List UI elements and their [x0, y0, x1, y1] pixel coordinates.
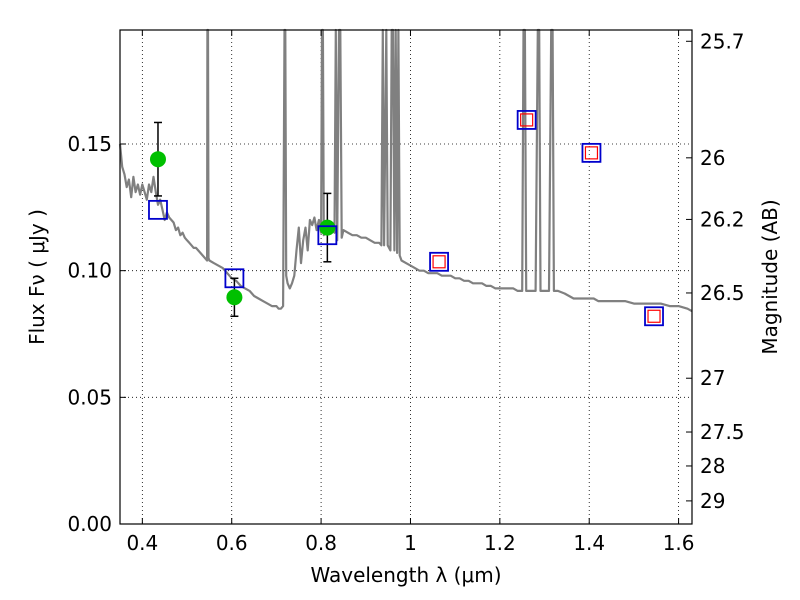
model-band-square — [644, 306, 664, 327]
y2-axis-label: Magnitude (AB) — [758, 199, 782, 354]
model-band-square — [516, 110, 537, 130]
y-axis-label: Flux Fν ( μJy ) — [25, 209, 49, 345]
model-band-square — [224, 268, 245, 289]
model-band-inner-square — [584, 146, 599, 160]
y2-tick-label: 28 — [700, 454, 725, 478]
x-tick-label: 1 — [404, 531, 417, 555]
x-tick-label: 0.6 — [216, 531, 248, 555]
model-band-square — [148, 199, 168, 220]
model-band-square — [317, 225, 338, 246]
y2-tick-label: 26 — [700, 146, 725, 170]
x-tick-label: 1.4 — [573, 531, 605, 555]
x-tick-label: 1.6 — [663, 531, 695, 555]
model-band-inner-square — [647, 309, 661, 323]
y2-tick-label: 27 — [700, 366, 725, 390]
x-tick-label: 0.4 — [126, 531, 158, 555]
x-tick-label: 1.2 — [484, 531, 516, 555]
model-band-inner-square — [520, 113, 534, 127]
y2-tick-label: 25.7 — [700, 29, 745, 53]
y-tick-label: 0.10 — [67, 259, 112, 283]
model-band-square — [429, 251, 449, 272]
y2-tick-label: 26.2 — [700, 207, 745, 231]
data-markers — [148, 110, 664, 327]
observed-point — [226, 289, 243, 306]
y2-tick-label: 29 — [700, 489, 725, 513]
x-tick-label: 0.8 — [305, 531, 337, 555]
model-band-square — [581, 142, 602, 163]
observed-point — [149, 151, 166, 168]
y2-tick-label: 26.5 — [700, 281, 745, 305]
plot-frame — [119, 29, 693, 525]
y-tick-label: 0.15 — [67, 132, 112, 156]
x-axis-label: Wavelength λ (μm) — [310, 563, 501, 587]
model-band-inner-square — [432, 255, 446, 269]
model-spectrum-line — [118, 28, 693, 313]
axes: 0.4 0.6 0.8 1 1.2 1.4 1.6 0.00 0.05 0.10 0.15 25.7 2… — [67, 29, 744, 555]
y-tick-label: 0.05 — [67, 385, 112, 409]
model-spectrum — [118, 28, 693, 313]
observed-point — [319, 219, 336, 236]
y-tick-label: 0.00 — [67, 512, 112, 536]
y2-tick-label: 27.5 — [700, 420, 745, 444]
